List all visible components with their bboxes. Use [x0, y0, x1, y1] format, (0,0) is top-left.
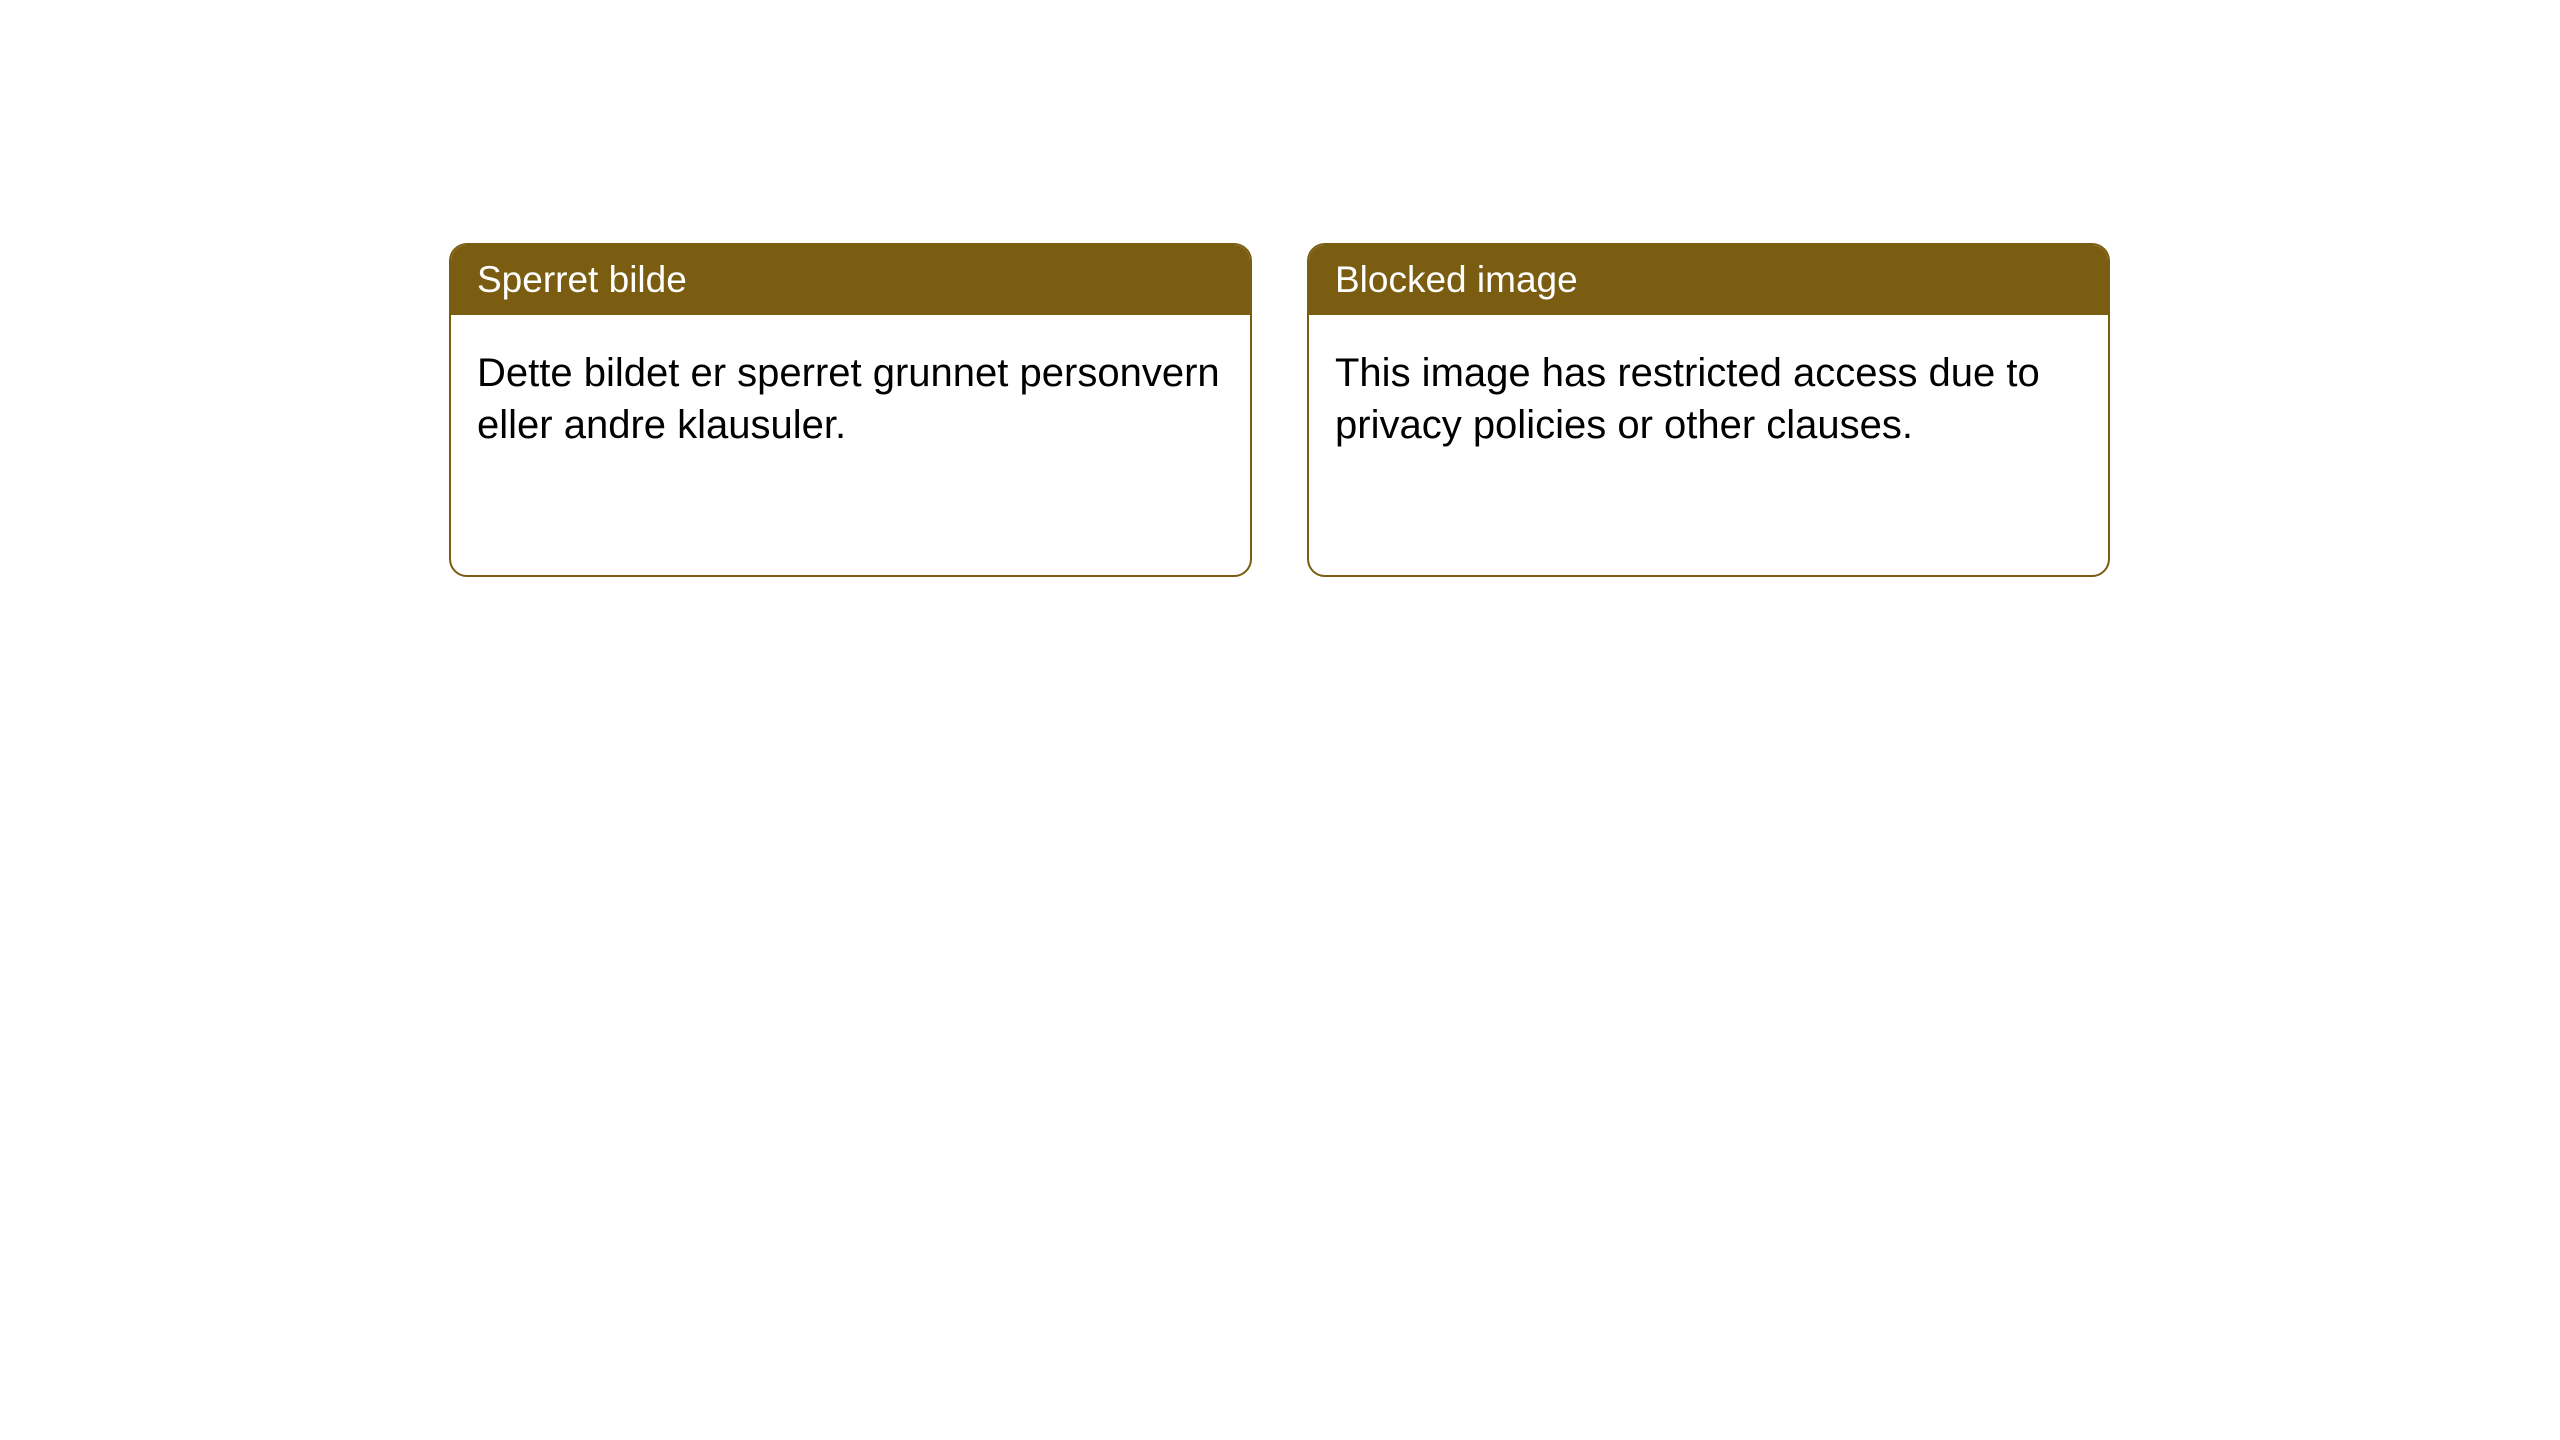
notice-header: Sperret bilde — [451, 245, 1250, 315]
notice-card-english: Blocked image This image has restricted … — [1307, 243, 2110, 577]
notice-body: This image has restricted access due to … — [1309, 315, 2108, 483]
notice-card-norwegian: Sperret bilde Dette bildet er sperret gr… — [449, 243, 1252, 577]
notice-header: Blocked image — [1309, 245, 2108, 315]
notice-body: Dette bildet er sperret grunnet personve… — [451, 315, 1250, 483]
notice-container: Sperret bilde Dette bildet er sperret gr… — [449, 243, 2110, 577]
